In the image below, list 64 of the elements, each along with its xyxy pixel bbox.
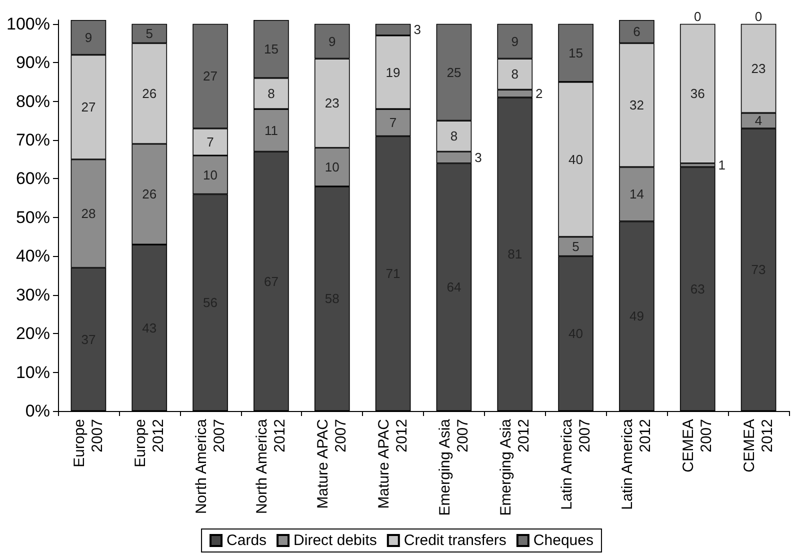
- data-label: 28: [81, 206, 96, 222]
- data-label: 1: [718, 158, 726, 173]
- data-label: 19: [386, 64, 400, 80]
- data-label: 23: [751, 60, 766, 76]
- data-label: 3: [414, 22, 421, 38]
- data-label: 10: [324, 160, 340, 175]
- data-label: 23: [324, 96, 340, 111]
- x-tick-label: Latin America 2007: [558, 418, 594, 510]
- data-label: 5: [146, 26, 153, 42]
- data-label: 25: [446, 64, 462, 80]
- x-tick-label: Europe 2012: [132, 419, 167, 468]
- data-label: 7: [206, 134, 214, 150]
- x-tick-label: Emerging Asia 2012: [497, 418, 532, 516]
- data-label: 14: [629, 186, 644, 202]
- x-tick-label: Mature APAC 2012: [376, 418, 411, 509]
- x-tick-label: Mature APAC 2007: [314, 418, 350, 509]
- y-tick-label: 10%: [16, 362, 50, 382]
- data-label: 2: [536, 86, 543, 102]
- data-label: 15: [264, 42, 278, 57]
- legend-label: Cards: [226, 532, 267, 549]
- data-label: 40: [568, 152, 584, 167]
- data-label: 0: [694, 8, 702, 24]
- data-label: 9: [328, 34, 336, 49]
- y-tick-label: 50%: [16, 208, 50, 227]
- data-label: 27: [203, 68, 218, 84]
- y-tick-label: 60%: [16, 169, 50, 188]
- y-tick-label: 90%: [16, 53, 50, 72]
- data-label: 8: [511, 66, 518, 82]
- data-label: 6: [633, 24, 640, 40]
- data-label: 9: [84, 30, 92, 45]
- y-tick-label: 20%: [16, 324, 50, 344]
- data-label: 36: [690, 86, 705, 102]
- data-label: 26: [142, 186, 157, 202]
- data-label: 3: [474, 150, 482, 165]
- data-label: 5: [572, 238, 580, 254]
- x-tick-label: Europe 2007: [70, 419, 106, 468]
- data-label: 9: [511, 34, 518, 49]
- x-tick-label: CEMEA 2012: [741, 419, 776, 472]
- data-label: 8: [450, 128, 458, 144]
- x-tick-label: CEMEA 2007: [680, 419, 716, 472]
- x-tick-label: Latin America 2012: [619, 418, 654, 510]
- x-tick-label: Emerging Asia 2007: [436, 418, 472, 516]
- data-label: 8: [268, 86, 275, 102]
- y-tick-label: 0%: [25, 402, 50, 420]
- data-label: 0: [754, 8, 762, 24]
- data-label: 26: [142, 86, 157, 102]
- data-label: 4: [754, 113, 762, 128]
- data-label: 11: [264, 122, 278, 138]
- data-label: 7: [389, 115, 397, 130]
- data-label: 32: [629, 98, 644, 113]
- data-label: 10: [203, 167, 218, 182]
- x-tick-label: North America 2012: [254, 418, 289, 514]
- y-tick-label: 100%: [6, 14, 50, 34]
- y-tick-label: 30%: [16, 285, 50, 304]
- y-tick-label: 40%: [16, 246, 50, 266]
- legend-label: Cheques: [533, 532, 594, 549]
- bar: [680, 24, 716, 164]
- legend-label: Credit transfers: [404, 532, 506, 549]
- y-tick-label: 70%: [16, 130, 50, 150]
- legend-label: Direct debits: [294, 532, 377, 549]
- data-label: 27: [81, 100, 96, 115]
- data-label: 15: [568, 45, 584, 60]
- y-tick-label: 80%: [16, 92, 50, 111]
- x-tick-label: North America 2007: [192, 418, 228, 514]
